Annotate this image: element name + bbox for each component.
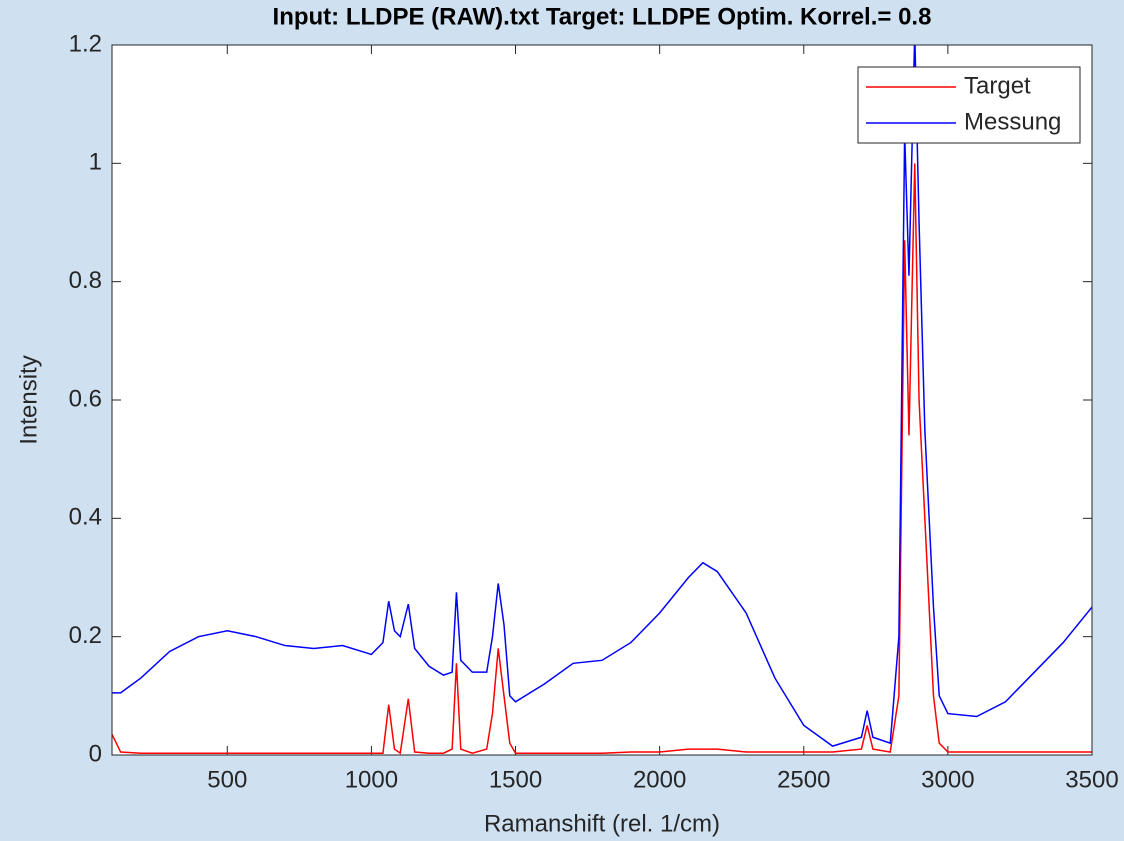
x-tick-label: 3000 <box>921 766 974 793</box>
x-tick-label: 2000 <box>633 766 686 793</box>
x-tick-label: 1500 <box>489 766 542 793</box>
y-tick-label: 1 <box>89 149 102 176</box>
x-tick-label: 2500 <box>777 766 830 793</box>
x-tick-label: 1000 <box>345 766 398 793</box>
chart-title: Input: LLDPE (RAW).txt Target: LLDPE Opt… <box>273 3 932 30</box>
y-tick-label: 0.2 <box>69 622 102 649</box>
x-axis-label: Ramanshift (rel. 1/cm) <box>484 810 720 837</box>
y-tick-label: 0.4 <box>69 504 102 531</box>
series-line <box>112 163 1092 755</box>
y-tick-label: 1.2 <box>69 30 102 57</box>
y-tick-label: 0.8 <box>69 267 102 294</box>
plot-area <box>112 45 1092 755</box>
x-tick-label: 3500 <box>1065 766 1118 793</box>
y-axis-label: Intensity <box>15 355 42 444</box>
legend-label: Messung <box>964 108 1061 135</box>
x-tick-label: 500 <box>207 766 247 793</box>
axes-box <box>111 44 1093 756</box>
y-tick-label: 0 <box>89 740 102 767</box>
legend-box <box>857 66 1081 144</box>
legend-label: Target <box>964 72 1031 99</box>
y-tick-label: 0.6 <box>69 385 102 412</box>
